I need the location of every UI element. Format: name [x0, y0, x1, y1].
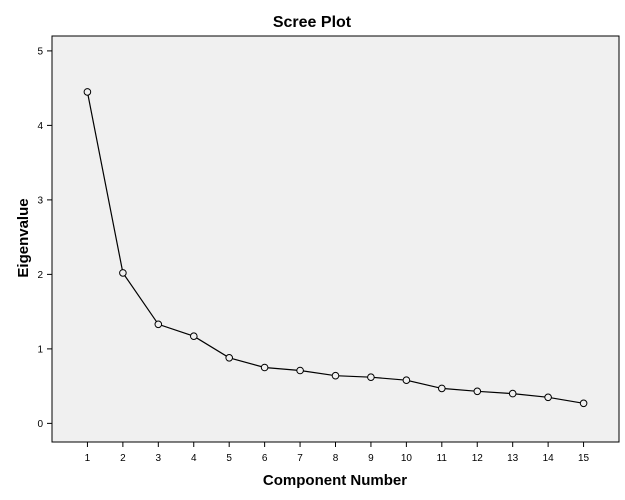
x-tick-label: 4 [191, 453, 197, 464]
data-point [508, 389, 517, 398]
data-point [119, 269, 127, 277]
data-point [296, 366, 304, 375]
data-point [225, 354, 233, 362]
x-tick-label: 13 [507, 453, 519, 464]
y-tick-label: 5 [37, 46, 43, 57]
x-tick-label: 11 [437, 453, 448, 464]
y-tick-label: 2 [37, 270, 43, 281]
x-tick-label: 7 [297, 453, 303, 464]
y-tick-label: 0 [37, 419, 43, 430]
y-axis-label: Eigenvalue [15, 198, 32, 277]
data-point [83, 88, 92, 96]
series-layer [83, 88, 588, 408]
data-point [544, 393, 552, 402]
data-point [579, 399, 588, 408]
y-axis: 0 1 2 3 4 5 [37, 46, 52, 430]
x-tick-label: 5 [226, 453, 232, 464]
x-tick-label: 12 [472, 453, 484, 464]
x-tick-label: 10 [401, 453, 413, 464]
data-point [367, 373, 375, 382]
x-tick-label: 9 [368, 453, 374, 464]
y-tick-label: 3 [37, 195, 43, 206]
data-point [402, 376, 411, 385]
x-axis: 1 2 3 4 5 6 7 8 9 10 11 12 13 14 15 [85, 442, 590, 464]
y-tick-label: 4 [37, 121, 43, 132]
x-tick-label: 1 [85, 453, 91, 464]
data-point [154, 320, 163, 329]
x-axis-label: Component Number [263, 472, 407, 489]
data-point [438, 384, 446, 393]
x-tick-label: 15 [578, 453, 590, 464]
x-tick-label: 2 [120, 453, 126, 464]
x-tick-label: 3 [156, 453, 162, 464]
data-point [190, 332, 198, 341]
data-point [260, 363, 269, 372]
plot-area [51, 35, 620, 443]
x-tick-label: 6 [262, 453, 268, 464]
chart-title: Scree Plot [273, 14, 352, 31]
data-point [331, 371, 340, 380]
y-tick-label: 1 [37, 344, 43, 355]
data-point [473, 387, 482, 396]
x-tick-label: 14 [543, 453, 555, 464]
x-tick-label: 8 [333, 453, 339, 464]
